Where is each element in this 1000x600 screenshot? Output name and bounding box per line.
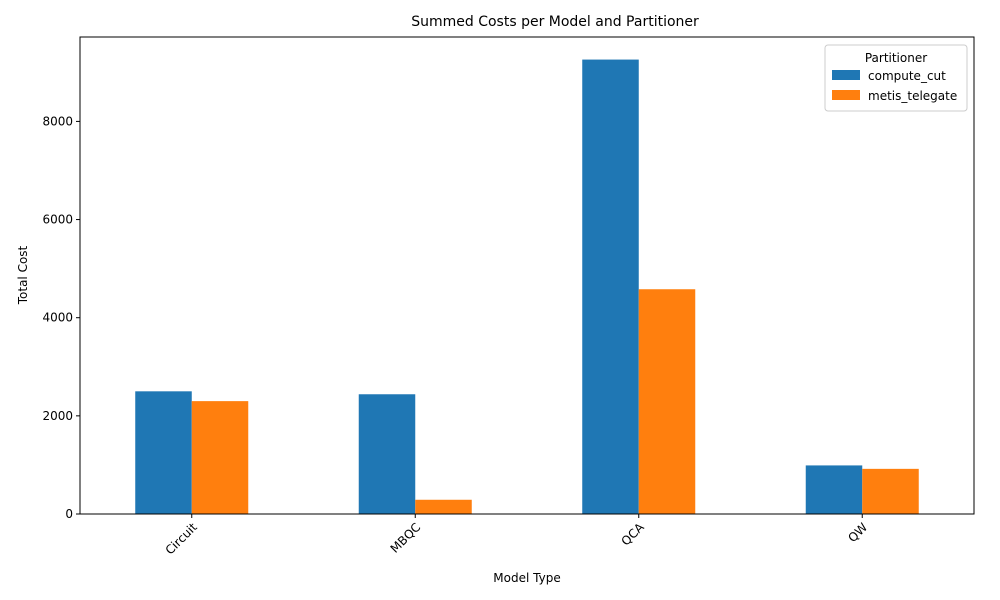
x-tick-label: QW [845,520,870,545]
x-axis: Circuit MBQC QCA QW [163,514,870,557]
legend-label-metis-telegate: metis_telegate [868,89,957,103]
bar-metis-telegate-qca [638,289,696,514]
chart-title: Summed Costs per Model and Partitioner [411,14,699,30]
x-tick-label: MBQC [388,520,424,556]
bar-metis-telegate-qw [862,468,919,514]
y-tick-label: 8000 [42,114,73,128]
y-axis-label: Total Cost [16,245,30,305]
bar-metis-telegate-mbqc [415,499,472,514]
x-axis-label: Model Type [493,571,560,585]
y-tick-label: 4000 [42,311,73,325]
y-axis: 0 2000 4000 6000 8000 [42,114,80,521]
y-tick-label: 2000 [42,409,73,423]
legend-label-compute-cut: compute_cut [868,69,946,83]
x-tick-label: QCA [618,520,647,549]
x-tick-label: Circuit [163,520,200,557]
y-tick-label: 6000 [42,213,73,227]
plot-frame [79,36,975,515]
legend-title: Partitioner [865,51,927,65]
bar-metis-telegate-circuit [191,401,249,514]
bar-compute-cut-qca [582,59,639,515]
y-tick-label: 0 [65,507,73,521]
legend: Partitioner compute_cut metis_telegate [824,44,968,112]
bar-compute-cut-qw [805,465,863,514]
legend-swatch-metis-telegate [832,90,860,100]
legend-box [824,44,968,112]
legend-swatch-compute-cut [832,70,860,80]
bar-compute-cut-mbqc [358,394,416,514]
bars-group [135,59,919,515]
bar-compute-cut-circuit [135,391,192,514]
